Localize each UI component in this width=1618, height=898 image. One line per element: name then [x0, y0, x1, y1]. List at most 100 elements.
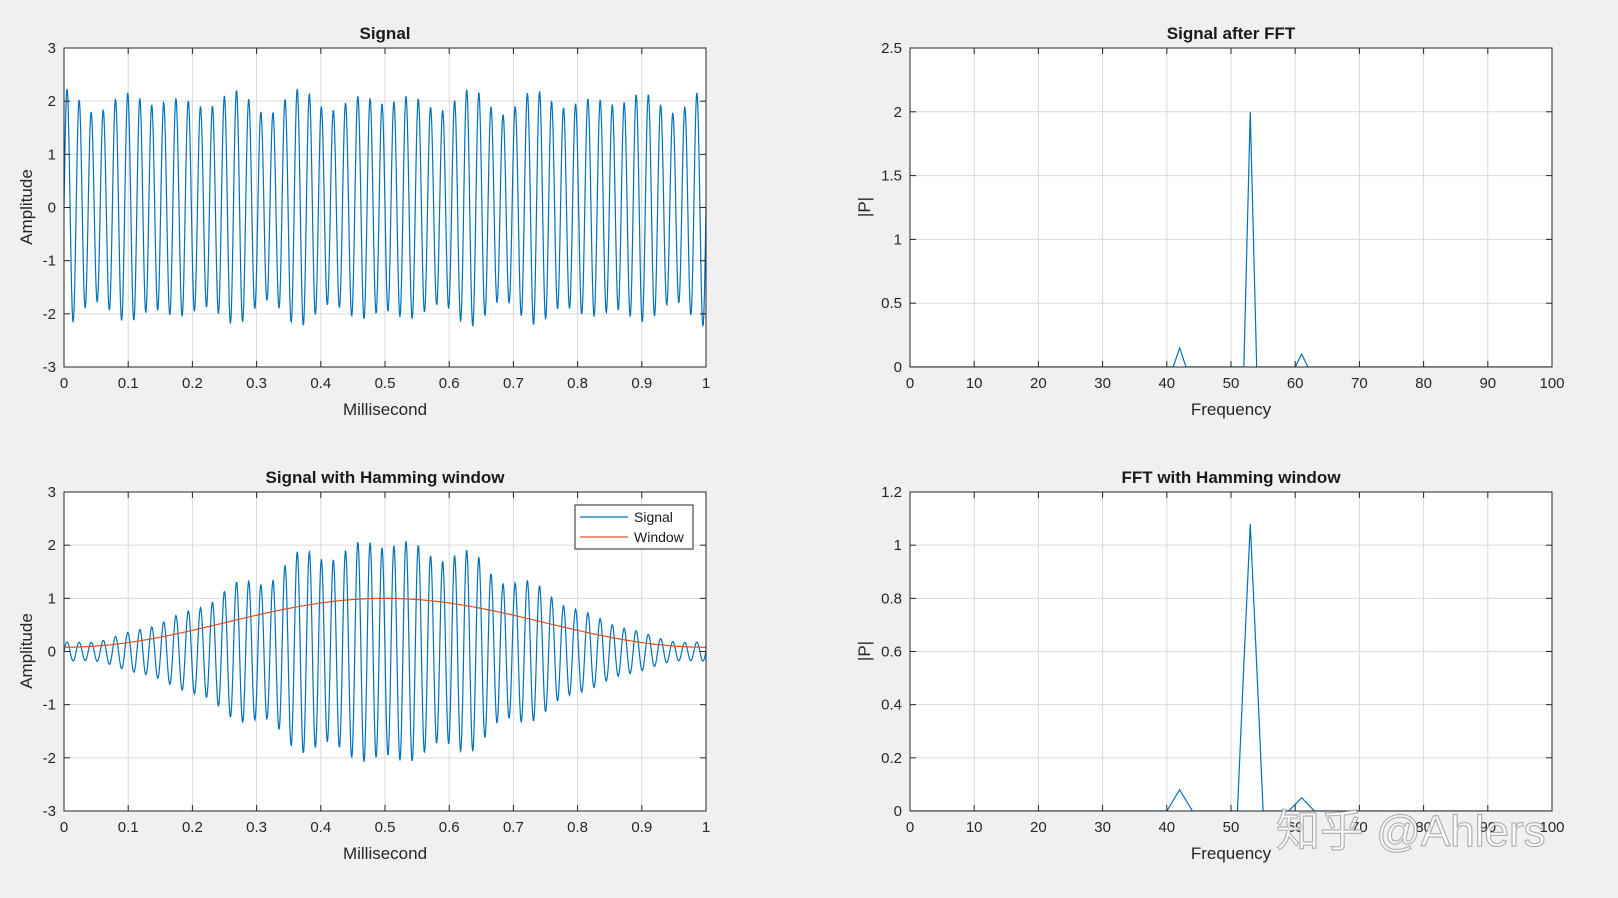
- x-tick-label: 0.2: [182, 375, 203, 392]
- x-tick-label: 90: [1479, 375, 1496, 392]
- y-tick-label: 3: [48, 40, 56, 57]
- fft-hamming-panel: 0 10 20 30 40 50 60 70 80 90 10000.20.40.60.811.2 …: [855, 468, 1565, 863]
- x-tick-label: 0.4: [310, 375, 331, 392]
- fft-hamming-ylabel: |P|: [855, 641, 874, 661]
- x-tick-label: 0.9: [631, 375, 652, 392]
- y-tick-label: 2: [48, 93, 56, 110]
- series-line-p: [910, 111, 1552, 367]
- x-tick-label: 50: [1223, 375, 1240, 392]
- x-tick-label: 10: [966, 375, 983, 392]
- signal-hamming-xlabel: Millisecond: [343, 844, 427, 863]
- x-tick-label: 20: [1030, 819, 1047, 836]
- x-tick-label: 100: [1539, 819, 1564, 836]
- signal-xlabel: Millisecond: [343, 400, 427, 419]
- x-tick-label: 0.6: [439, 819, 460, 836]
- x-tick-label: 0.8: [567, 375, 588, 392]
- y-tick-label: 0.8: [881, 590, 902, 607]
- x-tick-label: 0.1: [118, 819, 139, 836]
- legend-signal-label: Signal: [634, 509, 673, 525]
- y-tick-label: 1: [48, 146, 56, 163]
- fft-hamming-axes: 0 10 20 30 40 50 60 70 80 90 100 0 0.2 0.4 0.6 0.8 1 1.2: [881, 484, 1564, 836]
- legend: Signal Window: [574, 504, 694, 550]
- x-tick-label: 40: [1158, 375, 1175, 392]
- x-tick-label: 60: [1287, 819, 1304, 836]
- x-tick-label: 80: [1415, 819, 1432, 836]
- fft-axes: 0 10 20 30 40 50 60 70 80 90 100 0 0.5 1 1.5 2 2.5: [881, 40, 1564, 392]
- x-tick-label: 0: [60, 819, 68, 836]
- y-tick-label: 0: [894, 803, 902, 820]
- x-tick-label: 0: [60, 375, 68, 392]
- y-tick-label: -2: [43, 750, 56, 767]
- y-tick-label: -3: [43, 803, 56, 820]
- x-tick-label: 20: [1030, 375, 1047, 392]
- x-tick-label: 0.7: [503, 819, 524, 836]
- x-tick-label: 0.6: [439, 375, 460, 392]
- x-tick-label: 40: [1158, 819, 1175, 836]
- x-tick-label: 0.2: [182, 819, 203, 836]
- y-tick-label: 2: [48, 537, 56, 554]
- x-tick-label: 0.5: [375, 375, 396, 392]
- x-tick-label: 0.7: [503, 375, 524, 392]
- x-tick-label: 0.9: [631, 819, 652, 836]
- x-tick-label: 0.8: [567, 819, 588, 836]
- y-tick-label: -1: [43, 697, 56, 714]
- y-tick-label: 0.4: [881, 697, 902, 714]
- x-tick-label: 1: [702, 375, 710, 392]
- y-tick-label: 0: [894, 359, 902, 376]
- x-tick-label: 0.4: [310, 819, 331, 836]
- x-tick-label: 1: [702, 819, 710, 836]
- series-line-signal: [64, 541, 706, 762]
- x-tick-label: 80: [1415, 375, 1432, 392]
- fft-title: Signal after FFT: [1167, 24, 1296, 43]
- x-tick-label: 0.5: [375, 819, 396, 836]
- x-tick-label: 10: [966, 819, 983, 836]
- x-tick-label: 50: [1223, 819, 1240, 836]
- y-tick-label: -3: [43, 359, 56, 376]
- x-tick-label: 0.3: [246, 375, 267, 392]
- y-tick-label: 1: [894, 537, 902, 554]
- fft-panel: 0 10 20 30 40 50 60 70 80 90 100 0 0.5 1 1.5 2 2.5 Signa…: [855, 24, 1565, 419]
- y-tick-label: 2.5: [881, 40, 902, 57]
- x-tick-label: 90: [1479, 819, 1496, 836]
- series-line-signal: [64, 88, 706, 327]
- fft-ylabel: |P|: [855, 197, 874, 217]
- x-tick-label: 70: [1351, 375, 1368, 392]
- y-tick-label: 3: [48, 484, 56, 501]
- legend-window-label: Window: [634, 529, 685, 545]
- x-tick-label: 0: [906, 375, 914, 392]
- x-tick-label: 0.3: [246, 819, 267, 836]
- y-tick-label: 1: [48, 590, 56, 607]
- signal-panel: 0 0.1 0.2 0.3 0.4 0.5 0.6 0.7 0.8 0.9 1-3-2-10123 …: [17, 24, 710, 419]
- signal-ylabel: Amplitude: [17, 169, 36, 245]
- watermark: 知乎 @Ahlers: [1276, 807, 1546, 856]
- series-line-p: [910, 523, 1552, 811]
- x-tick-label: 30: [1094, 819, 1111, 836]
- x-tick-label: 70: [1351, 819, 1368, 836]
- y-tick-label: 1: [894, 231, 902, 248]
- y-tick-label: 2: [894, 104, 902, 121]
- y-tick-label: -2: [43, 306, 56, 323]
- x-tick-label: 30: [1094, 375, 1111, 392]
- signal-axes: 0 0.1 0.2 0.3 0.4 0.5 0.6 0.7 0.8 0.9 1 -3 -2 -1 0 1 2 3: [43, 40, 711, 392]
- y-tick-label: 0.5: [881, 295, 902, 312]
- signal-hamming-panel: 0 0.1 0.2 0.3 0.4 0.5 0.6 0.7 0.8 0.9 1-3-2-10123 …: [17, 468, 710, 863]
- y-tick-label: -1: [43, 253, 56, 270]
- y-tick-label: 0.2: [881, 750, 902, 767]
- signal-hamming-title: Signal with Hamming window: [266, 468, 506, 487]
- signal-title: Signal: [359, 24, 410, 43]
- fft-xlabel: Frequency: [1191, 400, 1272, 419]
- y-tick-label: 0: [48, 200, 56, 217]
- y-tick-label: 0: [48, 644, 56, 661]
- x-tick-label: 60: [1287, 375, 1304, 392]
- x-tick-label: 0.1: [118, 375, 139, 392]
- y-tick-label: 0.6: [881, 644, 902, 661]
- y-tick-label: 1.2: [881, 484, 902, 501]
- signal-hamming-axes: 0 0.1 0.2 0.3 0.4 0.5 0.6 0.7 0.8 0.9 1 -3 -2 -1 0 1 2 3: [43, 484, 711, 836]
- y-tick-label: 1.5: [881, 168, 902, 185]
- x-tick-label: 100: [1539, 375, 1564, 392]
- x-tick-label: 0: [906, 819, 914, 836]
- fft-hamming-title: FFT with Hamming window: [1121, 468, 1341, 487]
- fft-hamming-xlabel: Frequency: [1191, 844, 1272, 863]
- legend-box: [574, 504, 694, 550]
